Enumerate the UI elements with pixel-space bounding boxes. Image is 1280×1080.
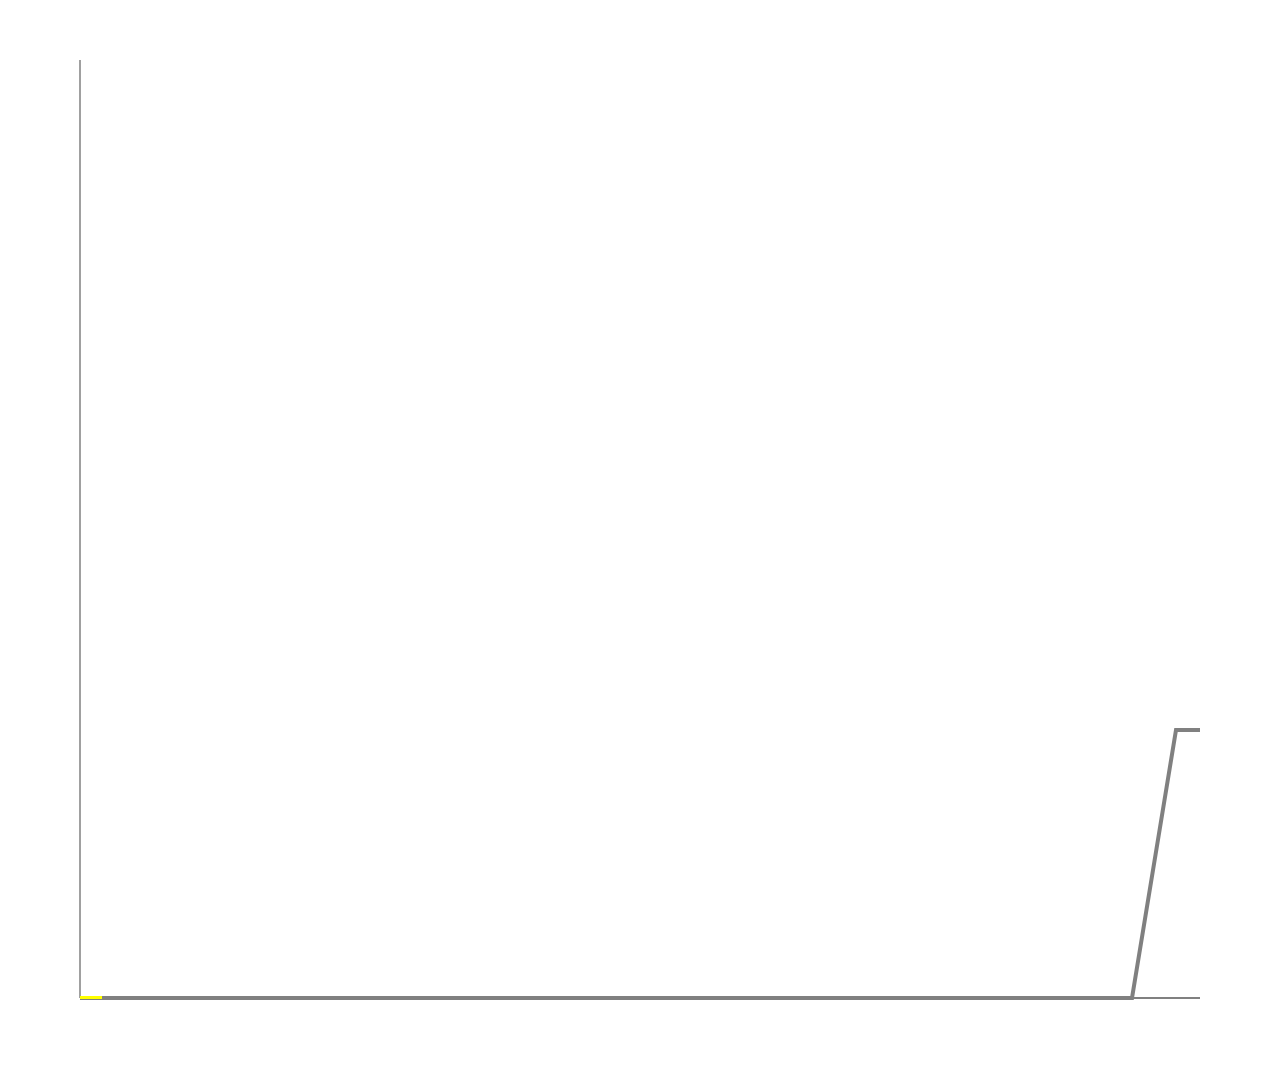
series-line-0 (80, 728, 1200, 1000)
series-group (80, 728, 1200, 1000)
axes (79, 60, 1200, 999)
